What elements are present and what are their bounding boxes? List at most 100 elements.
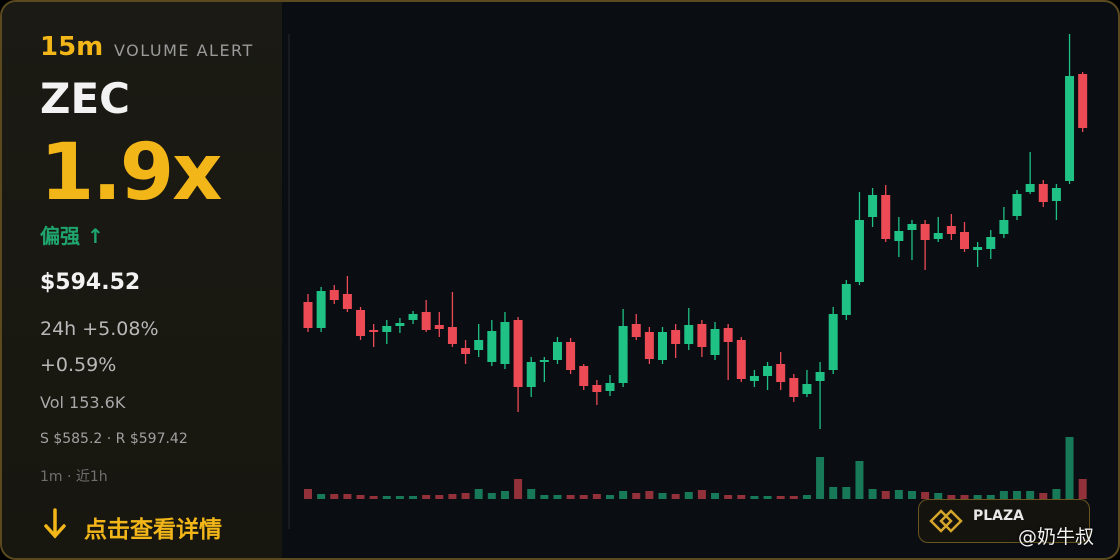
candle-body bbox=[854, 220, 864, 282]
volume-bar bbox=[500, 491, 509, 499]
volume-bar bbox=[317, 494, 326, 499]
candle-body bbox=[487, 331, 497, 362]
price: $594.52 bbox=[40, 270, 141, 295]
candle-body bbox=[815, 372, 825, 381]
candle-body bbox=[973, 247, 983, 250]
candle-body bbox=[447, 327, 457, 344]
volume-bar bbox=[1078, 479, 1087, 499]
watermark: @奶牛叔 bbox=[1018, 526, 1095, 548]
candle-body bbox=[881, 195, 891, 239]
candle-body bbox=[552, 342, 562, 360]
volume-bar bbox=[829, 487, 838, 499]
candle-body bbox=[868, 195, 878, 217]
candle-body bbox=[474, 340, 484, 350]
volume-bar bbox=[960, 495, 969, 499]
volume-bar bbox=[973, 495, 982, 499]
candle-body bbox=[500, 322, 510, 364]
volume-bar bbox=[921, 492, 930, 499]
candle-body bbox=[1065, 76, 1075, 181]
volume-bar bbox=[789, 496, 798, 499]
candle-body bbox=[946, 226, 956, 234]
volume-bar bbox=[816, 457, 825, 499]
candle-body bbox=[802, 384, 812, 394]
candle-body bbox=[1025, 184, 1035, 192]
volume-bar bbox=[395, 496, 404, 499]
candle-body bbox=[684, 325, 694, 344]
volume-bar bbox=[1039, 493, 1048, 499]
candle-body bbox=[579, 366, 589, 386]
volume-bar bbox=[487, 493, 496, 499]
volume-bar bbox=[658, 493, 667, 499]
volume-bar bbox=[409, 496, 418, 499]
volume-bar bbox=[684, 492, 693, 499]
volume-bar bbox=[934, 493, 943, 499]
levels: S $585.2 · R $597.42 bbox=[40, 431, 188, 447]
candle-body bbox=[789, 378, 799, 397]
volume-bar bbox=[1026, 491, 1035, 499]
candle-body bbox=[710, 329, 720, 355]
volume-bar bbox=[422, 495, 431, 499]
candle-body bbox=[566, 342, 576, 370]
volume-bar bbox=[868, 489, 877, 499]
volume-bar bbox=[632, 493, 641, 499]
change: +0.59% bbox=[40, 354, 117, 376]
volume-bar bbox=[737, 495, 746, 499]
timeframe: 1m · 近1h bbox=[40, 469, 108, 485]
candle-body bbox=[658, 332, 668, 360]
candle-body bbox=[933, 233, 943, 239]
volume-bar bbox=[435, 495, 444, 499]
arrow-icon bbox=[44, 508, 66, 539]
volume-bar bbox=[382, 496, 391, 499]
candle-body bbox=[395, 323, 405, 326]
candle-body bbox=[999, 220, 1009, 234]
volume-bar bbox=[894, 490, 903, 499]
candle-body bbox=[1012, 194, 1022, 216]
candle-body bbox=[697, 324, 707, 347]
volume-bar bbox=[566, 495, 575, 499]
candle-body bbox=[434, 325, 444, 329]
volume-bar bbox=[514, 479, 523, 499]
candle-body bbox=[920, 224, 930, 240]
candle-body bbox=[369, 330, 379, 332]
volume-bar bbox=[356, 495, 365, 499]
volume-bar bbox=[776, 496, 785, 499]
badge[interactable]: PLAZA bbox=[918, 499, 1090, 543]
ratio: 1.9x bbox=[40, 128, 222, 218]
volume-bar bbox=[474, 489, 483, 499]
interval: 15m bbox=[40, 32, 104, 62]
volume-bar bbox=[763, 496, 772, 499]
volume-bar bbox=[1052, 489, 1061, 499]
volume-bar bbox=[802, 495, 811, 499]
volume-bar bbox=[711, 493, 720, 499]
candle-body bbox=[749, 376, 759, 381]
candle-body bbox=[960, 232, 969, 249]
volume-bar bbox=[881, 491, 890, 499]
candle-body bbox=[316, 291, 326, 328]
volume-bar bbox=[947, 495, 956, 499]
volume-bar bbox=[907, 491, 916, 499]
candle-body bbox=[1078, 74, 1088, 128]
candle-body bbox=[986, 237, 996, 249]
candle-body bbox=[776, 364, 786, 382]
alert-label: VOLUME ALERT bbox=[114, 41, 254, 60]
volume-bar bbox=[461, 493, 470, 499]
bias: 偏强 ↑ bbox=[40, 224, 104, 248]
candle-body bbox=[526, 362, 536, 387]
volume-bar bbox=[842, 487, 851, 499]
volume-bar bbox=[986, 495, 995, 499]
candle-body bbox=[303, 302, 313, 328]
volume-bar bbox=[540, 495, 549, 499]
volume-bar bbox=[999, 491, 1008, 499]
candle-body bbox=[461, 348, 471, 354]
volume-bar bbox=[619, 491, 628, 499]
badge-logo bbox=[929, 509, 963, 533]
candle-body bbox=[342, 294, 352, 309]
cta[interactable]: 点击查看详情 bbox=[84, 517, 222, 543]
volume-bar bbox=[304, 489, 312, 499]
volume-bar bbox=[724, 495, 733, 499]
badge-name: PLAZA bbox=[973, 508, 1025, 524]
volume: Vol 153.6K bbox=[40, 393, 126, 412]
candle-body bbox=[907, 224, 917, 230]
candle-body bbox=[329, 290, 339, 300]
